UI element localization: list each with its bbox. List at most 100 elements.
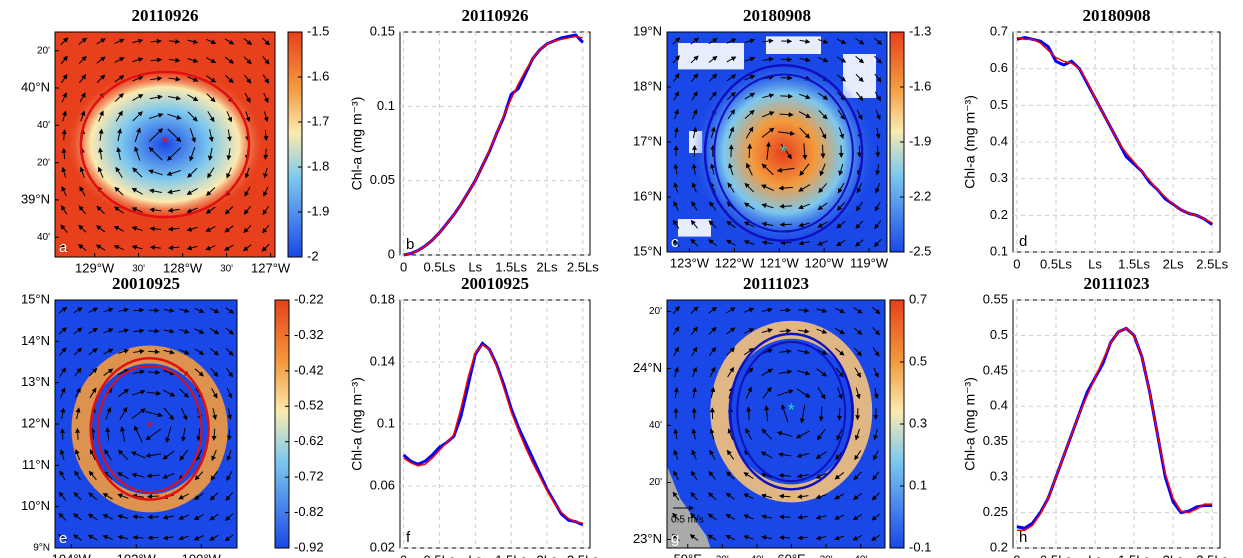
colorbar-tick-label: -2.2	[909, 188, 931, 203]
velocity-arrow	[725, 239, 736, 246]
velocity-arrow	[690, 326, 699, 336]
velocity-arrow	[77, 243, 87, 252]
velocity-arrow	[873, 387, 879, 400]
y-tick-label: 20'	[649, 477, 662, 488]
velocity-arrow	[836, 387, 843, 400]
velocity-arrow	[114, 186, 124, 196]
y-tick-label: 0.7	[990, 23, 1008, 38]
velocity-arrow	[761, 428, 772, 440]
velocity-arrow	[208, 129, 214, 143]
velocity-arrow	[874, 220, 882, 230]
velocity-arrow	[61, 147, 67, 159]
velocity-arrow	[673, 126, 679, 138]
velocity-arrow	[209, 513, 219, 521]
velocity-arrow	[818, 406, 824, 422]
velocity-arrow	[799, 38, 811, 44]
colorbar-tick-label: -1.9	[909, 133, 931, 148]
velocity-arrow	[58, 534, 67, 542]
velocity-arrow	[187, 94, 199, 102]
velocity-arrow	[103, 368, 114, 376]
velocity-arrow	[744, 75, 756, 81]
velocity-arrow	[796, 452, 810, 458]
chl-field	[691, 60, 876, 246]
velocity-arrow	[88, 492, 98, 501]
velocity-arrow	[195, 449, 203, 462]
velocity-arrow	[673, 200, 679, 211]
velocity-arrow	[815, 451, 827, 459]
velocity-arrow	[243, 56, 252, 65]
panel-title: 20010925	[461, 274, 529, 293]
y-tick-label: 0	[388, 246, 395, 261]
velocity-arrow	[744, 92, 756, 100]
velocity-arrow	[206, 187, 216, 196]
panel-title: 20010925	[112, 274, 180, 293]
velocity-arrow	[672, 491, 680, 501]
velocity-arrow	[708, 326, 717, 335]
x-tick-label: 0	[400, 259, 407, 274]
velocity-arrow	[672, 326, 680, 336]
velocity-arrow	[855, 201, 863, 212]
x-tick-label: 2Ls	[536, 552, 557, 558]
velocity-arrow	[131, 244, 143, 250]
velocity-arrow	[178, 514, 189, 520]
colorbar-tick-label: 0.1	[909, 477, 927, 492]
x-tick-label: 1.5Ls	[1118, 256, 1150, 271]
x-tick-label: 120°W	[805, 255, 845, 270]
y-axis-label: Chl-a (mg m⁻³)	[349, 377, 365, 471]
velocity-arrow	[690, 491, 698, 501]
velocity-arrow	[194, 471, 204, 481]
velocity-arrow	[761, 127, 775, 138]
velocity-arrow	[743, 493, 754, 500]
velocity-arrow	[817, 202, 828, 211]
y-tick-label: 0.05	[370, 172, 395, 187]
panel: 20180908 * c 123°W 122°W 121°W 120°W 119°W 19°N 1…	[633, 6, 931, 271]
velocity-arrow	[744, 109, 755, 119]
velocity-arrow	[207, 111, 215, 123]
velocity-arrow	[60, 55, 68, 65]
velocity-arrow	[778, 185, 793, 191]
velocity-arrow	[708, 38, 718, 45]
velocity-arrow	[263, 92, 269, 104]
velocity-arrow	[761, 163, 774, 176]
velocity-arrow	[74, 448, 81, 461]
x-tick-label: 40'	[750, 555, 763, 558]
velocity-arrow	[132, 535, 144, 541]
velocity-arrow	[103, 348, 114, 355]
velocity-arrow	[836, 201, 846, 211]
colorbar-tick-label: -1.3	[909, 23, 931, 38]
velocity-arrow	[671, 533, 680, 542]
velocity-arrow	[834, 514, 845, 520]
x-tick-label: 20'	[716, 555, 729, 558]
velocity-arrow	[777, 452, 792, 458]
y-tick-label: 40'	[37, 120, 50, 131]
velocity-arrow	[60, 428, 66, 440]
velocity-arrow	[744, 347, 755, 356]
velocity-arrow	[75, 407, 81, 420]
velocity-arrow	[79, 186, 86, 197]
velocity-arrow	[102, 534, 113, 540]
velocity-arrow	[131, 226, 143, 231]
velocity-arrow	[162, 514, 174, 520]
velocity-arrow	[726, 327, 736, 335]
velocity-arrow	[727, 428, 734, 440]
series-line	[1016, 327, 1213, 532]
y-tick-label: 0.1	[377, 98, 395, 113]
velocity-arrow	[836, 56, 847, 63]
series-line	[403, 343, 583, 524]
y-tick-label: 16°N	[633, 188, 662, 203]
velocity-arrow	[90, 427, 96, 441]
x-tick-label: Ls	[1088, 552, 1102, 558]
velocity-arrow	[743, 472, 754, 480]
velocity-arrow	[147, 493, 160, 499]
y-tick-label: 40'	[649, 420, 662, 431]
velocity-arrow	[150, 76, 163, 82]
y-tick-label: 0.18	[370, 291, 395, 306]
y-tick-label: 0.06	[370, 477, 395, 492]
velocity-arrow	[818, 183, 828, 194]
velocity-arrow	[817, 221, 828, 228]
velocity-arrow	[673, 346, 679, 357]
velocity-arrow	[178, 493, 189, 500]
velocity-arrow	[189, 147, 196, 162]
colorbar-tick-label: -1.5	[307, 23, 329, 38]
map-frame	[666, 299, 886, 549]
